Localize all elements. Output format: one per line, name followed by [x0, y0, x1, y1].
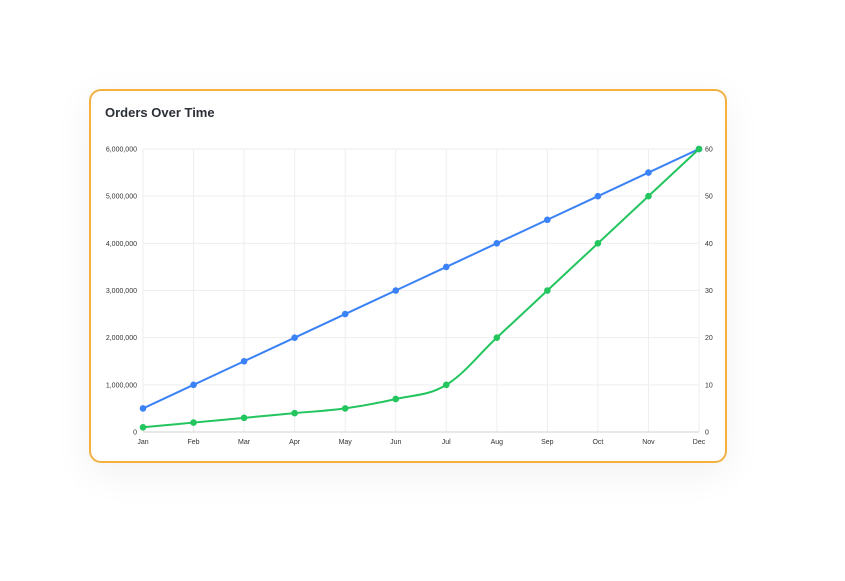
x-tick-label: Apr [289, 439, 301, 446]
y-right-tick-label: 10 [705, 382, 713, 389]
y-left-tick-label: 6,000,000 [106, 147, 137, 154]
data-point-right [442, 381, 450, 389]
chart-title: Orders Over Time [105, 105, 215, 120]
data-point-right [291, 409, 298, 417]
y-left-tick-label: 5,000,000 [106, 194, 137, 201]
x-tick-label: Sep [541, 439, 554, 446]
x-tick-label: Oct [592, 439, 603, 446]
data-point-left [594, 192, 602, 200]
data-point-right [190, 419, 197, 426]
y-left-tick-label: 3,000,000 [106, 288, 137, 295]
x-tick-label: Feb [188, 439, 200, 446]
series-line-left [142, 148, 700, 410]
data-point-left [442, 263, 450, 271]
x-tick-label: May [339, 439, 353, 446]
y-right-tick-label: 0 [705, 430, 709, 437]
data-point-left [291, 334, 298, 341]
orders-line-chart: 0 1,000,000 2,000,000 3,000,000 4,000,000 5,0… [106, 145, 713, 446]
data-point-left [493, 240, 501, 247]
x-tick-label: Jan [137, 439, 148, 446]
data-point-right [392, 395, 400, 403]
data-point-right [240, 414, 248, 422]
data-point-right [139, 423, 147, 431]
data-point-left [392, 287, 400, 294]
data-point-right [645, 192, 652, 200]
data-point-left [240, 357, 248, 365]
data-point-left [645, 169, 652, 176]
series-line-right [142, 148, 700, 429]
y-right-tick-label: 40 [705, 241, 713, 248]
data-point-left [341, 310, 349, 318]
x-tick-label: Jul [442, 439, 451, 446]
y-left-tick-label: 0 [133, 430, 137, 437]
data-point-right [544, 287, 551, 294]
x-tick-label: Jun [390, 439, 401, 446]
x-tick-label: Nov [642, 439, 655, 446]
data-point-right [594, 240, 602, 247]
y-right-tick-label: 30 [705, 288, 713, 295]
y-left-tick-label: 2,000,000 [106, 335, 137, 342]
x-tick-label: Dec [693, 439, 706, 446]
x-tick-label: Mar [238, 439, 251, 446]
y-right-tick-label: 20 [705, 335, 713, 342]
y-left-tick-label: 1,000,000 [106, 382, 137, 389]
data-point-left [139, 405, 147, 412]
y-left-tick-label: 4,000,000 [106, 241, 137, 248]
chart-card: Orders Over Time 0 1,000,000 2,000,000 3,00… [89, 89, 727, 463]
data-point-right [695, 145, 703, 153]
data-point-right [341, 405, 349, 412]
data-point-right [493, 334, 501, 341]
y-right-tick-label: 60 [705, 147, 713, 154]
y-right-tick-label: 50 [705, 194, 713, 201]
data-point-left [190, 381, 197, 389]
x-tick-label: Aug [491, 439, 504, 446]
data-point-left [544, 216, 551, 224]
